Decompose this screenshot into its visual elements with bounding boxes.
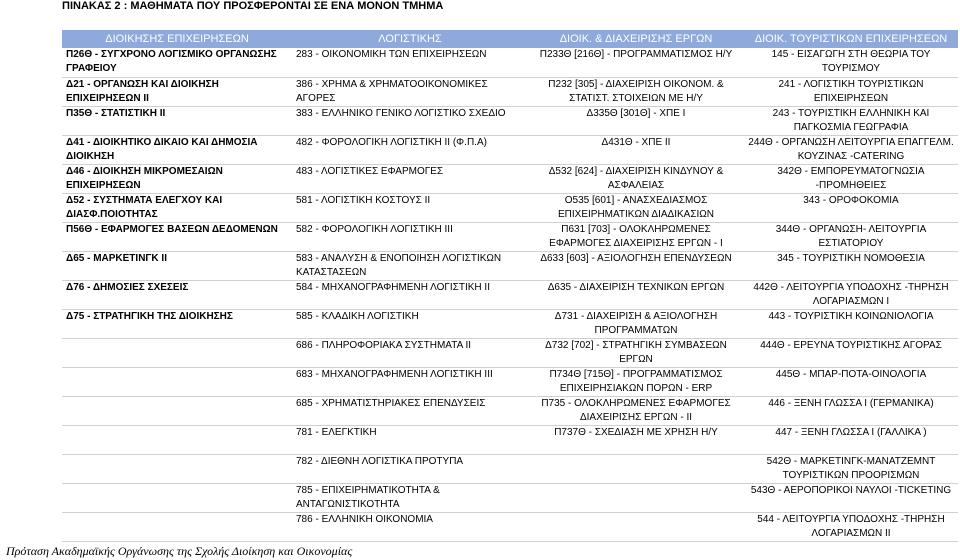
table-cell: Δ532 [624] - ΔΙΑΧΕΙΡΙΣΗ ΚΙΝΔΥΝΟΥ & ΑΣΦΑΛ… xyxy=(528,164,744,194)
table-cell: 383 - ΕΛΛΗΝΙΚΟ ΓΕΝΙΚΟ ΛΟΓΙΣΤΙΚΟ ΣΧΕΔΙΟ xyxy=(292,106,528,136)
courses-table: ΔΙΟΙΚΗΣΗΣ ΕΠΙΧΕΙΡΗΣΕΩΝ ΛΟΓΙΣΤΙΚΗΣ ΔΙΟΙΚ.… xyxy=(62,30,958,542)
table-cell: 345 - ΤΟΥΡΙΣΤΙΚΗ ΝΟΜΟΘΕΣΙΑ xyxy=(744,251,958,281)
table-cell: 145 - ΕΙΣΑΓΩΓΗ ΣΤΗ ΘΕΩΡΙΑ ΤΟΥ ΤΟΥΡΙΣΜΟΥ xyxy=(744,48,958,78)
table-cell: 686 - ΠΛΗΡΟΦΟΡΙΑΚΑ ΣΥΣΤΗΜΑΤΑ ΙΙ xyxy=(292,338,528,368)
table-row: Δ41 - ΔΙΟΙΚΗΤΙΚΟ ΔΙΚΑΙΟ ΚΑΙ ΔΗΜΟΣΙΑ ΔΙΟΙ… xyxy=(62,135,958,165)
table-cell xyxy=(62,425,292,455)
header-erga: ΔΙΟΙΚ. & ΔΙΑΧΕΙΡΙΣΗΣ ΕΡΓΩΝ xyxy=(528,30,744,48)
table-cell: Δ335Θ [301Θ] - ΧΠΕ Ι xyxy=(528,106,744,136)
table-cell: 786 - ΕΛΛΗΝΙΚΗ ΟΙΚΟΝΟΜΙΑ xyxy=(292,512,528,542)
table-cell: Π56Θ - ΕΦΑΡΜΟΓΕΣ ΒΑΣΕΩΝ ΔΕΔΟΜΕΝΩΝ xyxy=(62,222,292,252)
table-cell: Π734Θ [715Θ] - ΠΡΟΓΡΑΜΜΑΤΙΣΜΟΣ ΕΠΙΧΕΙΡΗΣ… xyxy=(528,367,744,397)
table-row: Δ76 - ΔΗΜΟΣΙΕΣ ΣΧΕΣΕΙΣ 584 - ΜΗΧΑΝΟΓΡΑΦΗΜ… xyxy=(62,280,958,310)
table-row: Δ52 - ΣΥΣΤΗΜΑΤΑ ΕΛΕΓΧΟΥ ΚΑΙ ΔΙΑΣΦ.ΠΟΙΟΤΗ… xyxy=(62,193,958,223)
table-cell: Δ65 - ΜΑΡΚΕΤΙΝΓΚ ΙΙ xyxy=(62,251,292,281)
table-cell: Δ633 [603] - ΑΞΙΟΛΟΓΗΣΗ ΕΠΕΝΔΥΣΕΩΝ xyxy=(528,251,744,281)
table-row: 686 - ΠΛΗΡΟΦΟΡΙΑΚΑ ΣΥΣΤΗΜΑΤΑ ΙΙ Δ732 [702… xyxy=(62,338,958,368)
table-cell xyxy=(62,483,292,513)
table-cell: 544 - ΛΕΙΤΟΥΡΓΙΑ ΥΠΟΔΟΧΗΣ -ΤΗΡΗΣΗ ΛΟΓΑΡΙ… xyxy=(744,512,958,542)
table-cell: 283 - ΟΙΚΟΝΟΜΙΚΗ ΤΩΝ ΕΠΙΧΕΙΡΗΣΕΩΝ xyxy=(292,48,528,78)
table-cell: Δ76 - ΔΗΜΟΣΙΕΣ ΣΧΕΣΕΙΣ xyxy=(62,280,292,310)
table-cell: Π631 [703] - ΟΛΟΚΛΗΡΩΜΕΝΕΣ ΕΦΑΡΜΟΓΕΣ ΔΙΑ… xyxy=(528,222,744,252)
table-cell: 543Θ - ΑΕΡΟΠΟΡΙΚΟΙ ΝΑΥΛΟΙ -TICKETING xyxy=(744,483,958,513)
table-cell xyxy=(62,454,292,484)
table-cell: Π233Θ [216Θ] - ΠΡΟΓΡΑΜΜΑΤΙΣΜΟΣ Η/Υ xyxy=(528,48,744,78)
header-dioikisi: ΔΙΟΙΚΗΣΗΣ ΕΠΙΧΕΙΡΗΣΕΩΝ xyxy=(62,30,292,48)
table-row: Δ21 - ΟΡΓΑΝΩΣΗ ΚΑΙ ΔΙΟΙΚΗΣΗ ΕΠΙΧΕΙΡΗΣΕΩΝ… xyxy=(62,77,958,107)
table-cell: 446 - ΞΕΝΗ ΓΛΩΣΣΑ Ι (ΓΕΡΜΑΝΙΚΑ) xyxy=(744,396,958,426)
table-cell: Δ431Θ - ΧΠΕ ΙΙ xyxy=(528,135,744,165)
table-cell: Π737Θ - ΣΧΕΔΙΑΣΗ ΜΕ ΧΡΗΣΗ Η/Υ xyxy=(528,425,744,455)
table-cell: 782 - ΔΙΕΘΝΗ ΛΟΓΙΣΤΙΚΑ ΠΡΟΤΥΠΑ xyxy=(292,454,528,484)
table-cell: 442Θ - ΛΕΙΤΟΥΡΓΙΑ ΥΠΟΔΟΧΗΣ -ΤΗΡΗΣΗ ΛΟΓΑΡ… xyxy=(744,280,958,310)
table-cell xyxy=(62,338,292,368)
table-row: 785 - ΕΠΙΧΕΙΡΗΜΑΤΙΚΟΤΗΤΑ & ΑΝΤΑΓΩΝΙΣΤΙΚΟ… xyxy=(62,483,958,513)
table-cell: Δ635 - ΔΙΑΧΕΙΡΙΣΗ ΤΕΧΝΙΚΩΝ ΕΡΓΩΝ xyxy=(528,280,744,310)
table-cell: Ο535 [601] - ΑΝΑΣΧΕΔΙΑΣΜΟΣ ΕΠΙΧΕΙΡΗΜΑΤΙΚ… xyxy=(528,193,744,223)
header-tourismos: ΔΙΟΙΚ. ΤΟΥΡΙΣΤΙΚΩΝ ΕΠΙΧΕΙΡΗΣΕΩΝ xyxy=(744,30,958,48)
table-cell: Δ732 [702] - ΣΤΡΑΤΗΓΙΚΗ ΣΥΜΒΑΣΕΩΝ ΕΡΓΩΝ xyxy=(528,338,744,368)
table-cell xyxy=(528,483,744,513)
table-cell: 447 - ΞΕΝΗ ΓΛΩΣΣΑ Ι (ΓΑΛΛΙΚΑ ) xyxy=(744,425,958,455)
table-cell: 444Θ - ΕΡΕΥΝΑ ΤΟΥΡΙΣΤΙΚΗΣ ΑΓΟΡΑΣ xyxy=(744,338,958,368)
table-row: 786 - ΕΛΛΗΝΙΚΗ ΟΙΚΟΝΟΜΙΑ 544 - ΛΕΙΤΟΥΡΓΙΑ… xyxy=(62,512,958,542)
table-cell: 343 - ΟΡΟΦΟΚΟΜΙΑ xyxy=(744,193,958,223)
table-cell xyxy=(528,454,744,484)
table-cell: 344Θ - ΟΡΓΑΝΩΣΗ- ΛΕΙΤΟΥΡΓΙΑ ΕΣΤΙΑΤΟΡΙΟΥ xyxy=(744,222,958,252)
table-cell: 342Θ - ΕΜΠΟΡΕΥΜΑΤΟΓΝΩΣΙΑ -ΠΡΟΜΗΘΕΙΕΣ xyxy=(744,164,958,194)
table-cell: 443 - ΤΟΥΡΙΣΤΙΚΗ ΚΟΙΝΩΝΙΟΛΟΓΙΑ xyxy=(744,309,958,339)
table-row: Π26Θ - ΣΥΓΧΡΟΝΟ ΛΟΓΙΣΜΙΚΟ ΟΡΓΑΝΩΣΗΣ ΓΡΑΦ… xyxy=(62,48,958,78)
table-cell: Δ41 - ΔΙΟΙΚΗΤΙΚΟ ΔΙΚΑΙΟ ΚΑΙ ΔΗΜΟΣΙΑ ΔΙΟΙ… xyxy=(62,135,292,165)
table-cell: Δ21 - ΟΡΓΑΝΩΣΗ ΚΑΙ ΔΙΟΙΚΗΣΗ ΕΠΙΧΕΙΡΗΣΕΩΝ… xyxy=(62,77,292,107)
table-cell xyxy=(528,512,744,542)
footer-text: Πρόταση Ακαδημαϊκής Οργάνωσης της Σχολής… xyxy=(6,544,353,558)
table-body: Π26Θ - ΣΥΓΧΡΟΝΟ ΛΟΓΙΣΜΙΚΟ ΟΡΓΑΝΩΣΗΣ ΓΡΑΦ… xyxy=(62,48,958,542)
table-row: Δ46 - ΔΙΟΙΚΗΣΗ ΜΙΚΡΟΜΕΣΑΙΩΝ ΕΠΙΧΕΙΡΗΣΕΩΝ… xyxy=(62,164,958,194)
table-cell: 483 - ΛΟΓΙΣΤΙΚΕΣ ΕΦΑΡΜΟΓΕΣ xyxy=(292,164,528,194)
table-cell: 482 - ΦΟΡΟΛΟΓΙΚΗ ΛΟΓΙΣΤΙΚΗ ΙΙ (Φ.Π.Α) xyxy=(292,135,528,165)
table-cell: 585 - ΚΛΑΔΙΚΗ ΛΟΓΙΣΤΙΚΗ xyxy=(292,309,528,339)
table-cell xyxy=(62,396,292,426)
header-logistiki: ΛΟΓΙΣΤΙΚΗΣ xyxy=(292,30,528,48)
table-header-row: ΔΙΟΙΚΗΣΗΣ ΕΠΙΧΕΙΡΗΣΕΩΝ ΛΟΓΙΣΤΙΚΗΣ ΔΙΟΙΚ.… xyxy=(62,30,958,48)
table-cell: Π735 - ΟΛΟΚΛΗΡΩΜΕΝΕΣ ΕΦΑΡΜΟΓΕΣ ΔΙΑΧΕΙΡΙΣ… xyxy=(528,396,744,426)
table-cell: 445Θ - ΜΠΑΡ-ΠΟΤΑ-ΟΙΝΟΛΟΓΙΑ xyxy=(744,367,958,397)
table-cell: 785 - ΕΠΙΧΕΙΡΗΜΑΤΙΚΟΤΗΤΑ & ΑΝΤΑΓΩΝΙΣΤΙΚΟ… xyxy=(292,483,528,513)
table-cell: 542Θ - ΜΑΡΚΕΤΙΝΓΚ-ΜΑΝΑΤΖΕΜΝΤ ΤΟΥΡΙΣΤΙΚΩΝ… xyxy=(744,454,958,484)
table-cell: 584 - ΜΗΧΑΝΟΓΡΑΦΗΜΕΝΗ ΛΟΓΙΣΤΙΚΗ ΙΙ xyxy=(292,280,528,310)
table-row: Δ65 - ΜΑΡΚΕΤΙΝΓΚ ΙΙ 583 - ΑΝΑΛΥΣΗ & ΕΝΟΠΟ… xyxy=(62,251,958,281)
table-row: 683 - ΜΗΧΑΝΟΓΡΑΦΗΜΕΝΗ ΛΟΓΙΣΤΙΚΗ ΙΙΙ Π734Θ… xyxy=(62,367,958,397)
table-row: 685 - ΧΡΗΜΑΤΙΣΤΗΡΙΑΚΕΣ ΕΠΕΝΔΥΣΕΙΣ Π735 - … xyxy=(62,396,958,426)
table-cell: 583 - ΑΝΑΛΥΣΗ & ΕΝΟΠΟΙΗΣΗ ΛΟΓΙΣΤΙΚΩΝ ΚΑΤ… xyxy=(292,251,528,281)
table-cell: 244Θ - ΟΡΓΑΝΩΣΗ ΛΕΙΤΟΥΡΓΙΑ ΕΠΑΓΓΕΛΜ. ΚΟΥ… xyxy=(744,135,958,165)
table-cell: Δ731 - ΔΙΑΧΕΙΡΙΣΗ & ΑΞΙΟΛΟΓΗΣΗ ΠΡΟΓΡΑΜΜΑ… xyxy=(528,309,744,339)
table-cell: 386 - ΧΡΗΜΑ & ΧΡΗΜΑΤΟΟΙΚΟΝΟΜΙΚΕΣ ΑΓΟΡΕΣ xyxy=(292,77,528,107)
table-cell: 781 - ΕΛΕΓΚΤΙΚΗ xyxy=(292,425,528,455)
table-cell xyxy=(62,367,292,397)
table-cell: 582 - ΦΟΡΟΛΟΓΙΚΗ ΛΟΓΙΣΤΙΚΗ ΙΙΙ xyxy=(292,222,528,252)
table-cell: Π35Θ - ΣΤΑΤΙΣΤΙΚΗ ΙΙ xyxy=(62,106,292,136)
table-row: Π35Θ - ΣΤΑΤΙΣΤΙΚΗ ΙΙ 383 - ΕΛΛΗΝΙΚΟ ΓΕΝΙΚ… xyxy=(62,106,958,136)
table-cell: 581 - ΛΟΓΙΣΤΙΚΗ ΚΟΣΤΟΥΣ ΙΙ xyxy=(292,193,528,223)
table-cell: 685 - ΧΡΗΜΑΤΙΣΤΗΡΙΑΚΕΣ ΕΠΕΝΔΥΣΕΙΣ xyxy=(292,396,528,426)
table-row: 782 - ΔΙΕΘΝΗ ΛΟΓΙΣΤΙΚΑ ΠΡΟΤΥΠΑ 542Θ - ΜΑΡ… xyxy=(62,454,958,484)
table-row: 781 - ΕΛΕΓΚΤΙΚΗ Π737Θ - ΣΧΕΔΙΑΣΗ ΜΕ ΧΡΗΣΗ… xyxy=(62,425,958,455)
table-cell: Π232 [305] - ΔΙΑΧΕΙΡΙΣΗ ΟΙΚΟΝΟΜ. & ΣΤΑΤΙ… xyxy=(528,77,744,107)
table-cell: 243 - ΤΟΥΡΙΣΤΙΚΗ ΕΛΛΗΝΙΚΗ ΚΑΙ ΠΑΓΚΟΣΜΙΑ … xyxy=(744,106,958,136)
table-cell: 241 - ΛΟΓΙΣΤΙΚΗ ΤΟΥΡΙΣΤΙΚΩΝ ΕΠΙΧΕΙΡΗΣΕΩΝ xyxy=(744,77,958,107)
table-cell: Δ52 - ΣΥΣΤΗΜΑΤΑ ΕΛΕΓΧΟΥ ΚΑΙ ΔΙΑΣΦ.ΠΟΙΟΤΗ… xyxy=(62,193,292,223)
table-cell: Δ46 - ΔΙΟΙΚΗΣΗ ΜΙΚΡΟΜΕΣΑΙΩΝ ΕΠΙΧΕΙΡΗΣΕΩΝ xyxy=(62,164,292,194)
table-row: Π56Θ - ΕΦΑΡΜΟΓΕΣ ΒΑΣΕΩΝ ΔΕΔΟΜΕΝΩΝ 582 - Φ… xyxy=(62,222,958,252)
table-cell: Π26Θ - ΣΥΓΧΡΟΝΟ ΛΟΓΙΣΜΙΚΟ ΟΡΓΑΝΩΣΗΣ ΓΡΑΦ… xyxy=(62,48,292,78)
page-title: ΠΙΝΑΚΑΣ 2 : ΜΑΘΗΜΑΤΑ ΠΟΥ ΠΡΟΣΦΕΡΟΝΤΑΙ ΣΕ… xyxy=(62,0,444,12)
table-cell: Δ75 - ΣΤΡΑΤΗΓΙΚΗ ΤΗΣ ΔΙΟΙΚΗΣΗΣ xyxy=(62,309,292,339)
table-cell xyxy=(62,512,292,542)
table-row: Δ75 - ΣΤΡΑΤΗΓΙΚΗ ΤΗΣ ΔΙΟΙΚΗΣΗΣ 585 - ΚΛΑΔ… xyxy=(62,309,958,339)
table-cell: 683 - ΜΗΧΑΝΟΓΡΑΦΗΜΕΝΗ ΛΟΓΙΣΤΙΚΗ ΙΙΙ xyxy=(292,367,528,397)
